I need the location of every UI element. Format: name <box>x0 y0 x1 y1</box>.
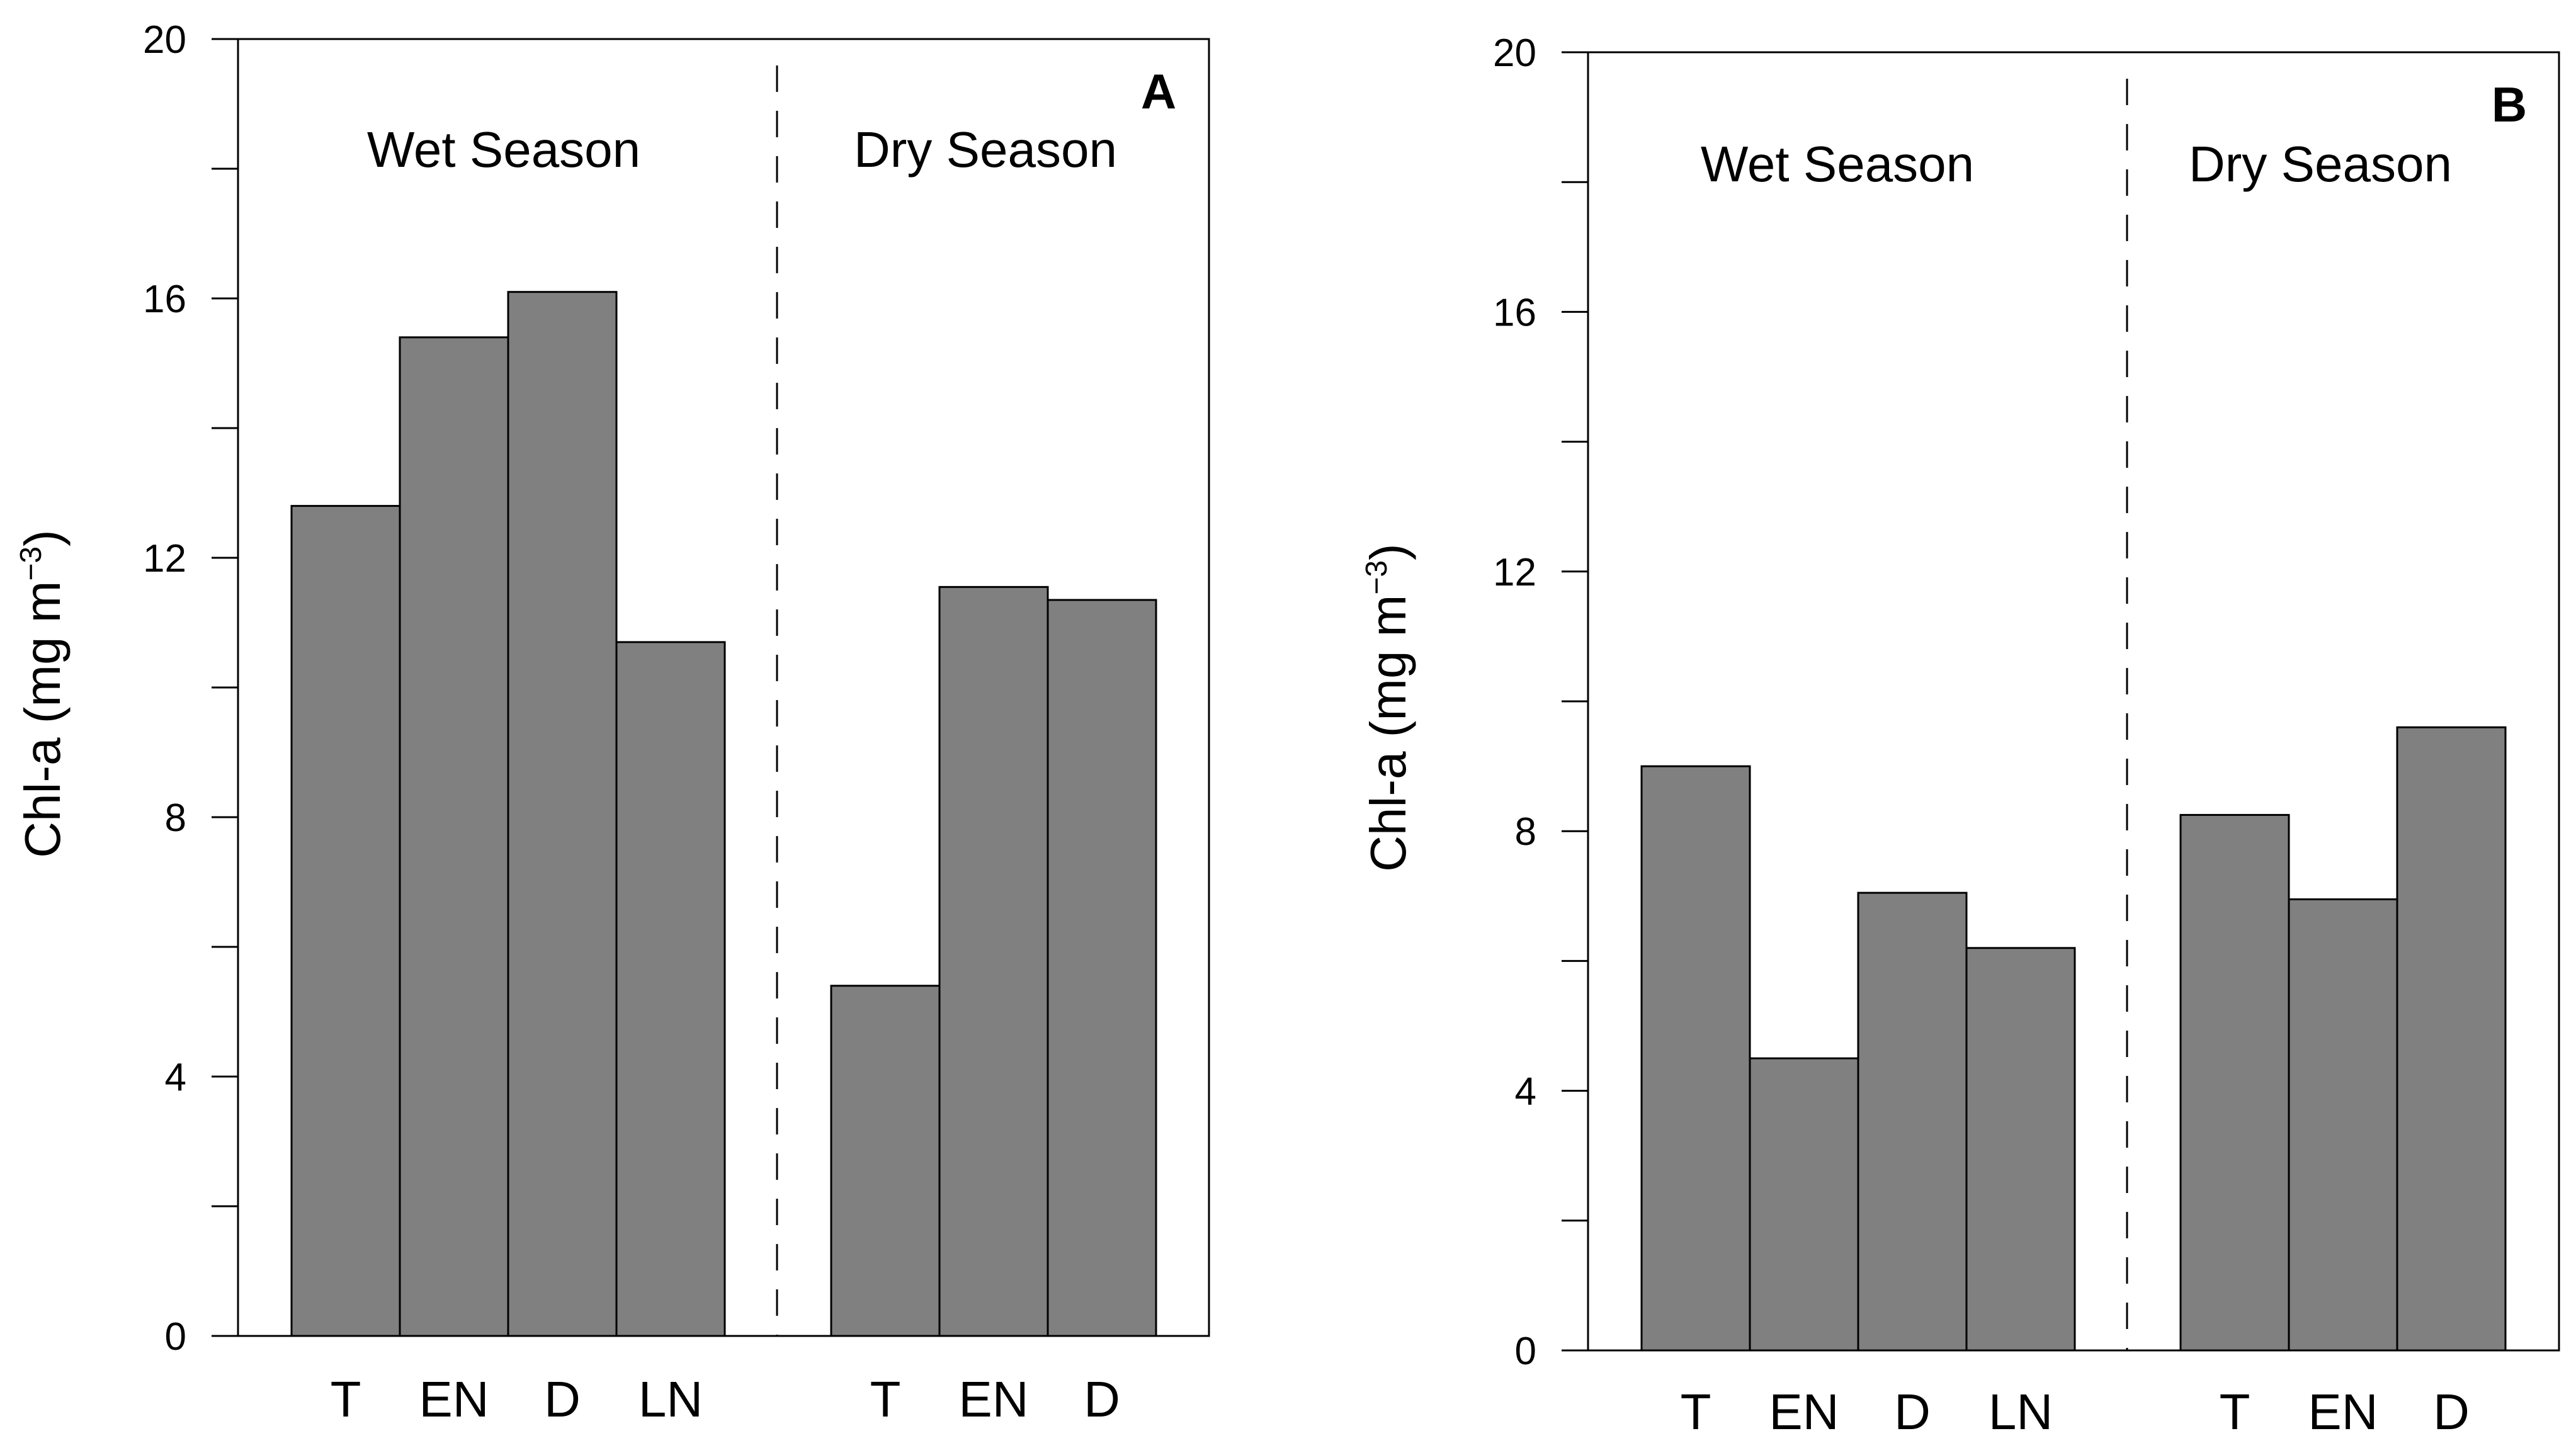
bar-b-wet-d <box>1857 891 1968 1352</box>
bar-b-wet-ln <box>1965 947 2076 1352</box>
category-label-a-dry-d: D <box>1084 1371 1120 1427</box>
y-tick-label-a-8: 8 <box>165 796 186 840</box>
panel-letter-a: A <box>1141 64 1176 119</box>
category-label-b-dry-d: D <box>2433 1384 2470 1440</box>
category-label-a-dry-t: T <box>870 1371 901 1427</box>
bar-a-dry-d <box>1047 599 1157 1337</box>
category-label-b-wet-ln: LN <box>1989 1384 2053 1440</box>
category-label-b-dry-en: EN <box>2308 1384 2378 1440</box>
bar-a-wet-d <box>507 291 618 1337</box>
y-tick-label-b-0: 0 <box>1515 1330 1536 1373</box>
category-label-a-wet-ln: LN <box>638 1371 703 1427</box>
category-label-a-wet-t: T <box>331 1371 361 1427</box>
category-label-b-wet-en: EN <box>1769 1384 1839 1440</box>
bar-a-dry-en <box>938 585 1049 1337</box>
season-label-a-wet: Wet Season <box>367 122 640 178</box>
panel-b: T EN D LN Wet Season T EN D Dry Season 0 4 8 12 16 20 B… <box>1360 31 2560 1440</box>
panel-a: T EN D LN Wet Season T EN D Dry Season 0 4 8 12 16 20 A… <box>14 18 1210 1427</box>
season-label-b-dry: Dry Season <box>2189 136 2452 192</box>
bar-a-wet-t <box>290 505 401 1337</box>
y-tick-label-b-16: 16 <box>1493 291 1536 334</box>
y-tick-label-a-4: 4 <box>165 1056 186 1099</box>
y-tick-label-a-12: 12 <box>143 537 186 580</box>
category-label-a-dry-en: EN <box>958 1371 1028 1427</box>
season-label-b-wet: Wet Season <box>1701 136 1974 192</box>
bar-b-dry-en <box>2288 898 2398 1352</box>
y-tick-label-a-0: 0 <box>165 1315 186 1359</box>
bar-b-dry-t <box>2179 813 2290 1352</box>
y-tick-label-a-20: 20 <box>143 18 186 62</box>
bar-b-wet-t <box>1640 765 1751 1352</box>
y-tick-label-a-16: 16 <box>143 278 186 321</box>
category-label-a-wet-d: D <box>544 1371 581 1427</box>
panel-letter-b: B <box>2492 77 2527 132</box>
category-label-b-wet-d: D <box>1894 1384 1931 1440</box>
category-label-b-dry-t: T <box>2220 1384 2250 1440</box>
category-label-a-wet-en: EN <box>419 1371 489 1427</box>
y-tick-label-b-8: 8 <box>1515 810 1536 854</box>
bar-a-wet-ln <box>615 641 726 1337</box>
category-label-b-wet-t: T <box>1681 1384 1711 1440</box>
y-axis-label-b: Chl-a (mg m−3) <box>1360 543 1416 871</box>
bar-b-dry-d <box>2396 726 2507 1352</box>
bar-a-wet-en <box>399 336 509 1337</box>
season-label-a-dry: Dry Season <box>854 122 1117 178</box>
y-tick-label-b-4: 4 <box>1515 1070 1536 1114</box>
y-tick-label-b-20: 20 <box>1493 31 1536 75</box>
bar-a-dry-t <box>830 985 941 1337</box>
bar-b-wet-en <box>1749 1057 1859 1352</box>
y-tick-label-b-12: 12 <box>1493 551 1536 594</box>
y-axis-label-a: Chl-a (mg m−3) <box>14 529 71 857</box>
